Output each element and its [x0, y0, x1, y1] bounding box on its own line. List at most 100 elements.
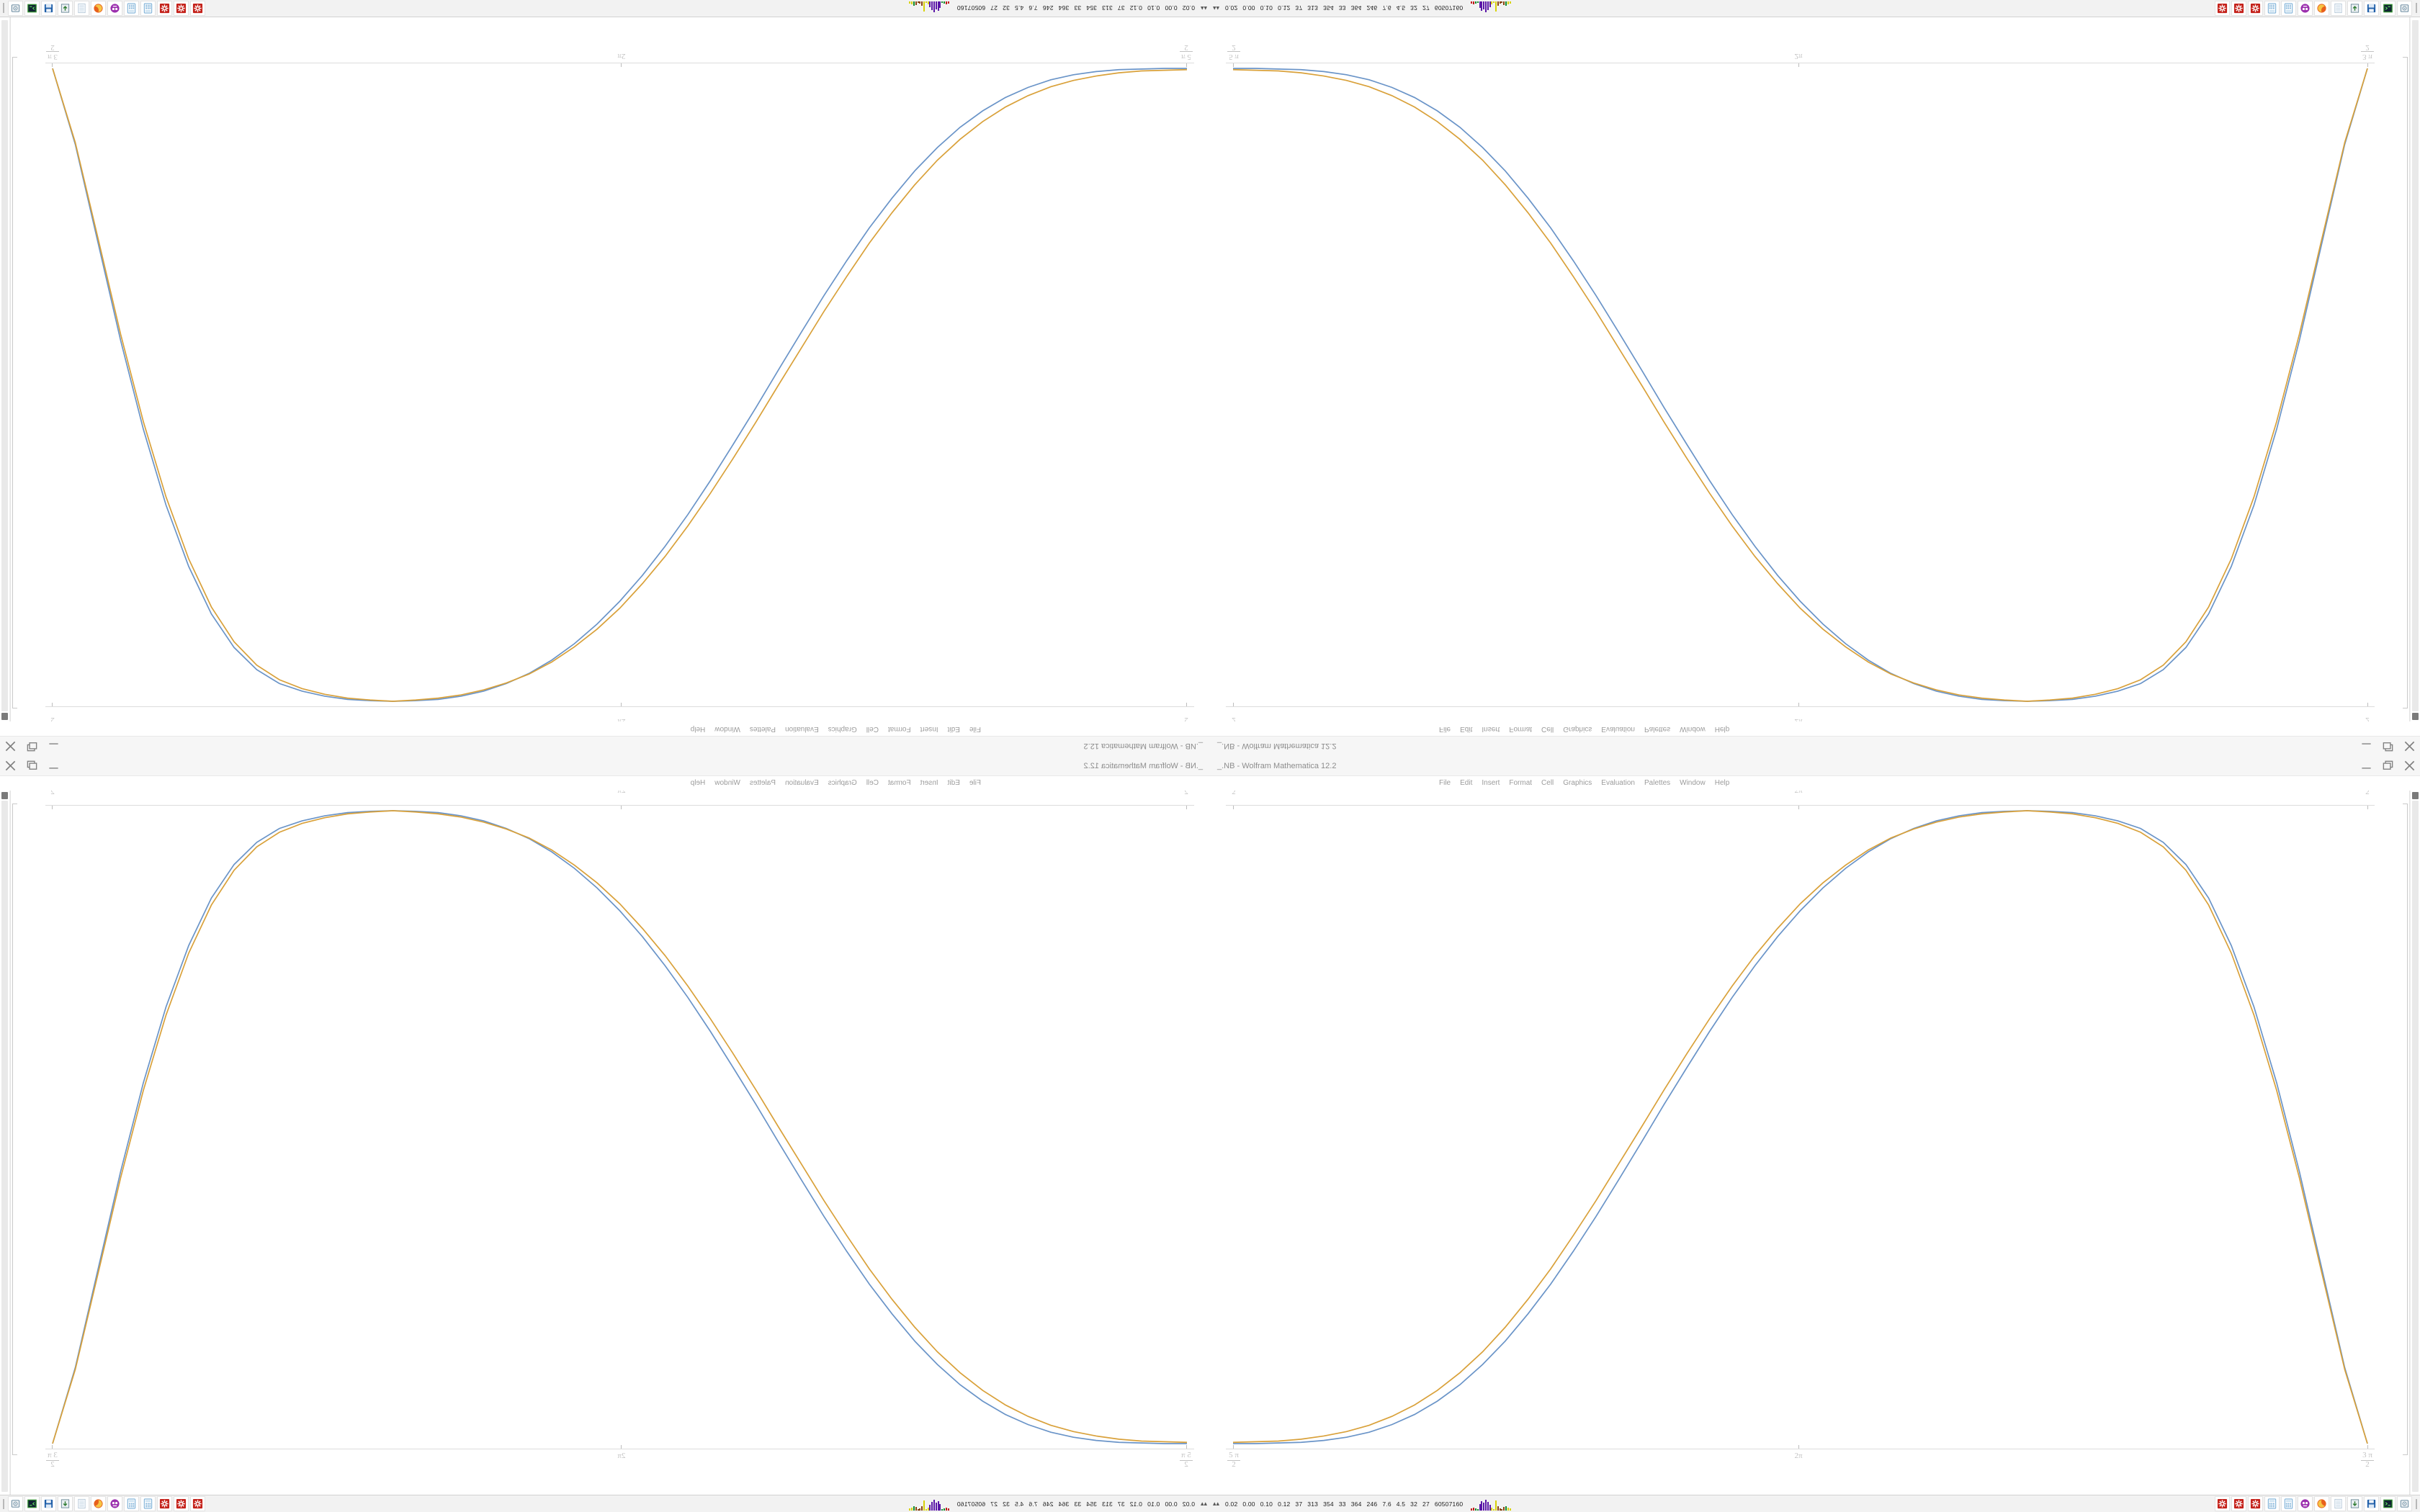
- menu-palettes[interactable]: Palettes: [749, 779, 776, 787]
- mathematica-icon[interactable]: [157, 1496, 172, 1511]
- calculator-icon[interactable]: [124, 1, 139, 16]
- chevron-up-icon[interactable]: ▴▴: [1213, 1500, 1220, 1507]
- menu-cell[interactable]: Cell: [1541, 779, 1554, 787]
- mathematica-icon[interactable]: [2215, 1496, 2230, 1511]
- calculator-icon[interactable]: [2281, 1496, 2296, 1511]
- cell-bracket[interactable]: [2403, 804, 2408, 1455]
- notepad-icon[interactable]: [74, 1, 89, 16]
- menu-window[interactable]: Window: [714, 779, 740, 787]
- disk-drive-icon[interactable]: [8, 1496, 23, 1511]
- installer-icon[interactable]: [2347, 1, 2362, 16]
- menu-graphics[interactable]: Graphics: [828, 725, 857, 733]
- bot-browser-icon[interactable]: [2298, 1, 2313, 16]
- chevron-up-icon[interactable]: ▴▴: [1213, 5, 1220, 12]
- close-icon[interactable]: [2398, 756, 2420, 775]
- restore-icon[interactable]: [2377, 737, 2398, 756]
- plot-graphics[interactable]: 5 π2 2π 3 π2 5 π2 2π 3 π2: [45, 791, 1194, 1470]
- scrollbar-track-fill[interactable]: [1, 801, 8, 1492]
- mathematica-icon[interactable]: [190, 1, 205, 16]
- chevron-up-icon[interactable]: ▴▴: [1200, 1500, 1207, 1507]
- menu-edit[interactable]: Edit: [1460, 779, 1473, 787]
- restore-icon[interactable]: [2377, 756, 2398, 775]
- mathematica-icon[interactable]: [2248, 1496, 2263, 1511]
- mathematica-icon[interactable]: [174, 1496, 189, 1511]
- chevron-up-icon[interactable]: ▴▴: [1200, 5, 1207, 12]
- minimize-icon[interactable]: [2355, 737, 2377, 756]
- mathematica-icon[interactable]: [2231, 1, 2246, 16]
- menu-format[interactable]: Format: [1509, 779, 1533, 787]
- menu-edit[interactable]: Edit: [1460, 725, 1473, 733]
- restore-icon[interactable]: [22, 737, 43, 756]
- scrollbar-track-fill[interactable]: [2412, 20, 2419, 711]
- menu-insert[interactable]: Insert: [920, 779, 938, 787]
- calculator-icon[interactable]: [2264, 1, 2280, 16]
- close-icon[interactable]: [0, 756, 22, 775]
- menu-help[interactable]: Help: [690, 725, 706, 733]
- menu-format[interactable]: Format: [887, 779, 911, 787]
- scrollbar-track-fill[interactable]: [2412, 801, 2419, 1492]
- vertical-scrollbar[interactable]: [0, 791, 10, 1495]
- mathematica-icon[interactable]: [2215, 1, 2230, 16]
- menu-insert[interactable]: Insert: [920, 725, 938, 733]
- installer-icon[interactable]: [2347, 1496, 2362, 1511]
- bot-browser-icon[interactable]: [107, 1, 122, 16]
- installer-icon[interactable]: [58, 1496, 73, 1511]
- scrollbar-thumb[interactable]: [2412, 792, 2419, 799]
- menu-file[interactable]: File: [969, 779, 981, 787]
- bot-browser-icon[interactable]: [107, 1496, 122, 1511]
- tray-graph-widget[interactable]: [1471, 1, 1511, 15]
- mathematica-icon[interactable]: [2248, 1, 2263, 16]
- notebook-canvas[interactable]: 5 π2 2π 3 π2 5 π2 2π 3 π2: [1210, 791, 2410, 1495]
- bot-browser-icon[interactable]: [2298, 1496, 2313, 1511]
- plot-graphics[interactable]: 5 π2 2π 3 π2 5 π2 2π 3 π2: [45, 42, 1194, 721]
- menu-window[interactable]: Window: [1680, 725, 1706, 733]
- calculator-icon[interactable]: [140, 1496, 156, 1511]
- menu-file[interactable]: File: [1439, 779, 1451, 787]
- menu-format[interactable]: Format: [1509, 725, 1533, 733]
- disk-drive-icon[interactable]: [8, 1, 23, 16]
- tray-graph-widget[interactable]: [1471, 1498, 1511, 1511]
- scrollbar-thumb[interactable]: [1, 713, 8, 720]
- restore-icon[interactable]: [22, 756, 43, 775]
- firefox-icon[interactable]: [2314, 1496, 2329, 1511]
- disk-drive-icon[interactable]: [2397, 1496, 2412, 1511]
- minimize-icon[interactable]: [2355, 756, 2377, 775]
- calculator-icon[interactable]: [2281, 1, 2296, 16]
- menu-window[interactable]: Window: [714, 725, 740, 733]
- cell-bracket[interactable]: [12, 804, 17, 1455]
- minimize-icon[interactable]: [43, 737, 65, 756]
- calculator-icon[interactable]: [2264, 1496, 2280, 1511]
- menu-evaluation[interactable]: Evaluation: [785, 725, 819, 733]
- tray-graph-widget[interactable]: [909, 1498, 949, 1511]
- menu-graphics[interactable]: Graphics: [828, 779, 857, 787]
- mathematica-icon[interactable]: [174, 1, 189, 16]
- disk-drive-icon[interactable]: [2397, 1, 2412, 16]
- floppy-save-icon[interactable]: [41, 1496, 56, 1511]
- scrollbar-track-fill[interactable]: [1, 20, 8, 711]
- terminal-green-icon[interactable]: [24, 1, 40, 16]
- plot-graphics[interactable]: 5 π2 2π 3 π2 5 π2 2π 3 π2: [1226, 791, 2375, 1468]
- menu-insert[interactable]: Insert: [1482, 779, 1500, 787]
- menu-graphics[interactable]: Graphics: [1563, 725, 1592, 733]
- menu-evaluation[interactable]: Evaluation: [1601, 725, 1635, 733]
- notepad-icon[interactable]: [2331, 1496, 2346, 1511]
- terminal-green-icon[interactable]: [24, 1496, 40, 1511]
- menu-graphics[interactable]: Graphics: [1563, 779, 1592, 787]
- menu-palettes[interactable]: Palettes: [749, 725, 776, 733]
- notebook-canvas[interactable]: 5 π2 2π 3 π2 5 π2 2π 3 π2: [10, 17, 1210, 721]
- cell-bracket[interactable]: [12, 57, 17, 708]
- tray-graph-widget[interactable]: [909, 1, 949, 15]
- menu-help[interactable]: Help: [1714, 779, 1730, 787]
- vertical-scrollbar[interactable]: [2410, 791, 2420, 1495]
- terminal-green-icon[interactable]: [2380, 1, 2396, 16]
- notepad-icon[interactable]: [2331, 1, 2346, 16]
- mathematica-icon[interactable]: [190, 1496, 205, 1511]
- calculator-icon[interactable]: [140, 1, 156, 16]
- menu-help[interactable]: Help: [690, 779, 706, 787]
- notepad-icon[interactable]: [74, 1496, 89, 1511]
- firefox-icon[interactable]: [2314, 1, 2329, 16]
- menu-help[interactable]: Help: [1714, 725, 1730, 733]
- plot-graphics[interactable]: 5 π2 2π 3 π2 5 π2 2π 3 π2: [1226, 42, 2375, 721]
- scrollbar-thumb[interactable]: [1, 792, 8, 799]
- menu-palettes[interactable]: Palettes: [1644, 725, 1671, 733]
